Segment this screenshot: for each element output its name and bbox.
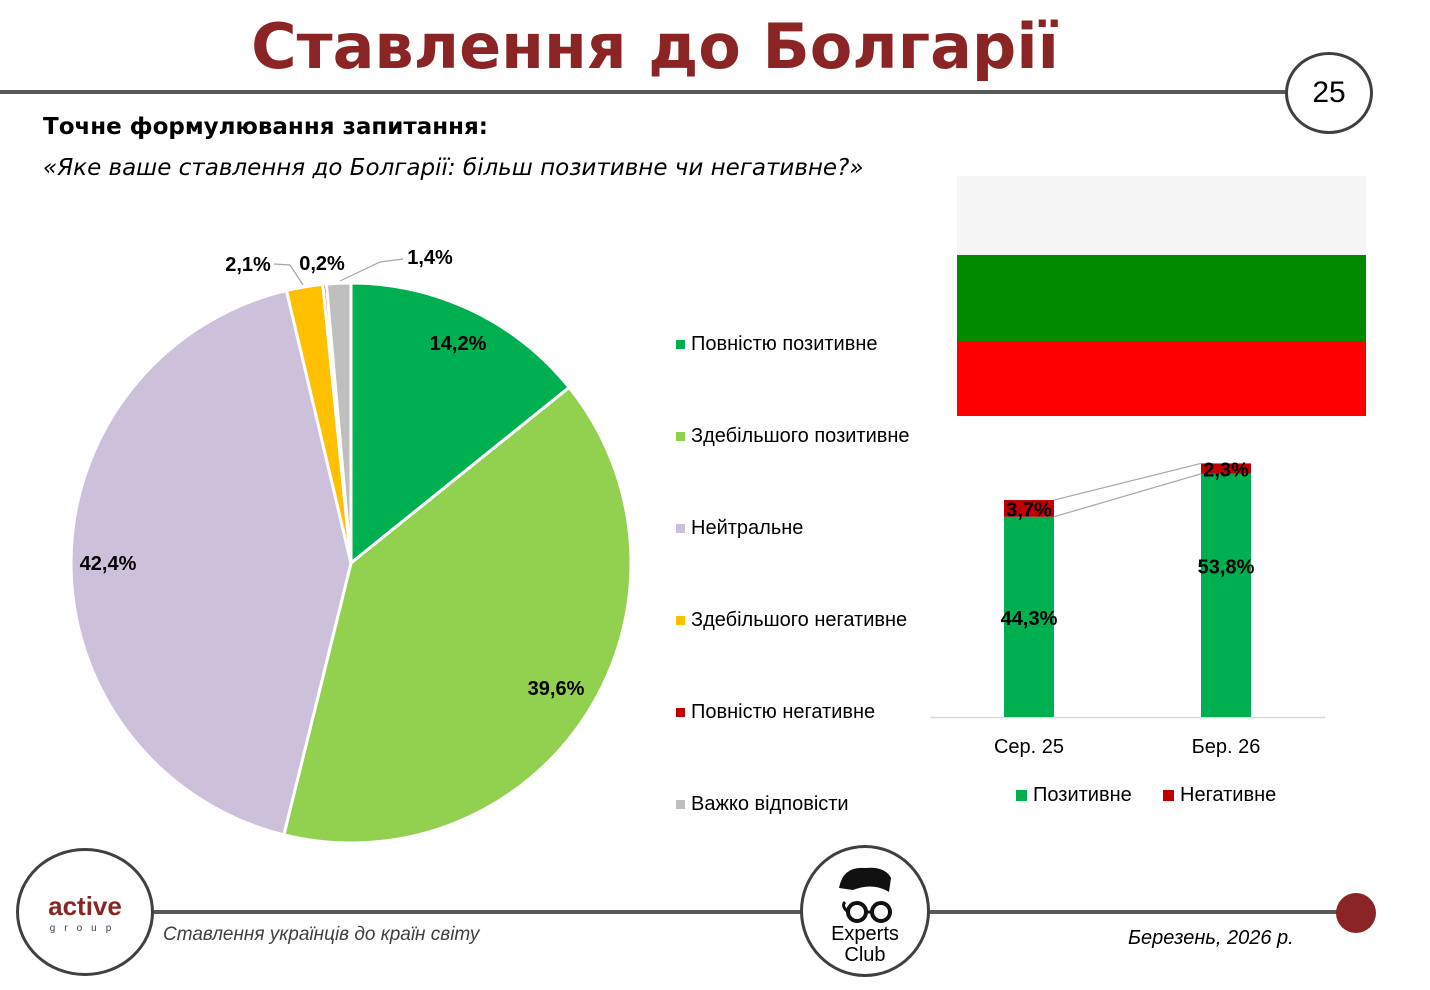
- legend-swatch: [1163, 790, 1174, 801]
- legend-item: Повністю негативне: [676, 701, 875, 724]
- question-text: «Яке ваше ставлення до Болгарії: більш п…: [43, 155, 864, 181]
- pie-data-label: 42,4%: [80, 553, 137, 575]
- bar-data-label: 3,7%: [1006, 499, 1052, 521]
- active-group-logo: active group: [16, 848, 154, 976]
- bar-legend-item: Позитивне: [1016, 784, 1132, 807]
- pie-data-label: 39,6%: [528, 678, 585, 700]
- bar-segment-negative: [1201, 463, 1251, 474]
- bar-category-label: Бер. 26: [1192, 736, 1261, 758]
- bar-category-label: Сер. 25: [994, 736, 1064, 758]
- pie-slice: [324, 281, 353, 564]
- legend-label: Здебільшого позитивне: [691, 425, 910, 447]
- footer-date: Березень, 2026 р.: [1128, 927, 1294, 949]
- bar-data-label: 2,3%: [1203, 460, 1249, 482]
- question-label: Точне формулювання запитання:: [43, 114, 488, 140]
- bar-segment-positive: [1004, 516, 1054, 717]
- legend-swatch: [676, 432, 685, 441]
- bar-data-label: 44,3%: [1001, 608, 1058, 630]
- pie-leader-line: [339, 258, 404, 282]
- bar-data-label: 53,8%: [1198, 556, 1255, 578]
- bar-segment-positive: [1201, 473, 1251, 717]
- flag-stripe-white: [957, 176, 1366, 255]
- pie-data-label: 2,1%: [225, 254, 271, 276]
- legend-item: Важко відповісти: [676, 793, 849, 816]
- experts-club-logo: Experts Club: [800, 845, 930, 977]
- series-connector-line: [1053, 473, 1202, 518]
- legend-swatch: [676, 616, 685, 625]
- legend-swatch: [676, 340, 685, 349]
- glasses-icon: [839, 867, 892, 923]
- legend-item: Здебільшого негативне: [676, 609, 907, 632]
- legend-label: Позитивне: [1033, 784, 1132, 806]
- legend-label: Повністю негативне: [691, 701, 876, 723]
- pie-leader-line: [273, 263, 304, 286]
- footer-accent-dot: [1336, 893, 1376, 933]
- bulgaria-flag: [957, 176, 1366, 416]
- footer-subtitle: Ставлення українців до країн світу: [163, 924, 480, 945]
- footer-divider: [150, 910, 1350, 914]
- pie-data-label: 0,2%: [299, 253, 345, 275]
- legend-item: Нейтральне: [676, 517, 803, 540]
- legend-swatch: [1016, 790, 1027, 801]
- page-number: 25: [1285, 52, 1373, 134]
- legend-swatch: [676, 800, 685, 809]
- flag-stripe-green: [957, 255, 1366, 341]
- pie-slice: [349, 281, 572, 567]
- legend-swatch: [676, 524, 685, 533]
- legend-item: Повністю позитивне: [676, 333, 878, 356]
- pie-data-label: 1,4%: [407, 247, 453, 269]
- bar-segment-negative: [1004, 500, 1054, 517]
- legend-swatch: [676, 708, 685, 717]
- logo-group-text: group: [49, 923, 121, 934]
- legend-label: Важко відповісти: [691, 793, 849, 815]
- series-connector-line: [1053, 462, 1202, 501]
- pie-slice: [282, 385, 633, 845]
- flag-stripe-red: [957, 341, 1366, 416]
- legend-label: Здебільшого негативне: [691, 609, 908, 631]
- pie-data-label: 14,2%: [430, 333, 487, 355]
- header-divider: [0, 90, 1290, 94]
- legend-item: Здебільшого позитивне: [676, 425, 910, 448]
- logo-experts-text: Experts Club: [831, 923, 899, 966]
- legend-label: Повністю позитивне: [691, 333, 878, 355]
- pie-slice: [69, 288, 353, 837]
- page-title: Ставлення до Болгарії: [251, 10, 1059, 83]
- legend-label: Негативне: [1180, 784, 1277, 806]
- bar-legend-item: Негативне: [1163, 784, 1276, 807]
- legend-label: Нейтральне: [691, 517, 804, 539]
- logo-active-text: active: [48, 891, 122, 921]
